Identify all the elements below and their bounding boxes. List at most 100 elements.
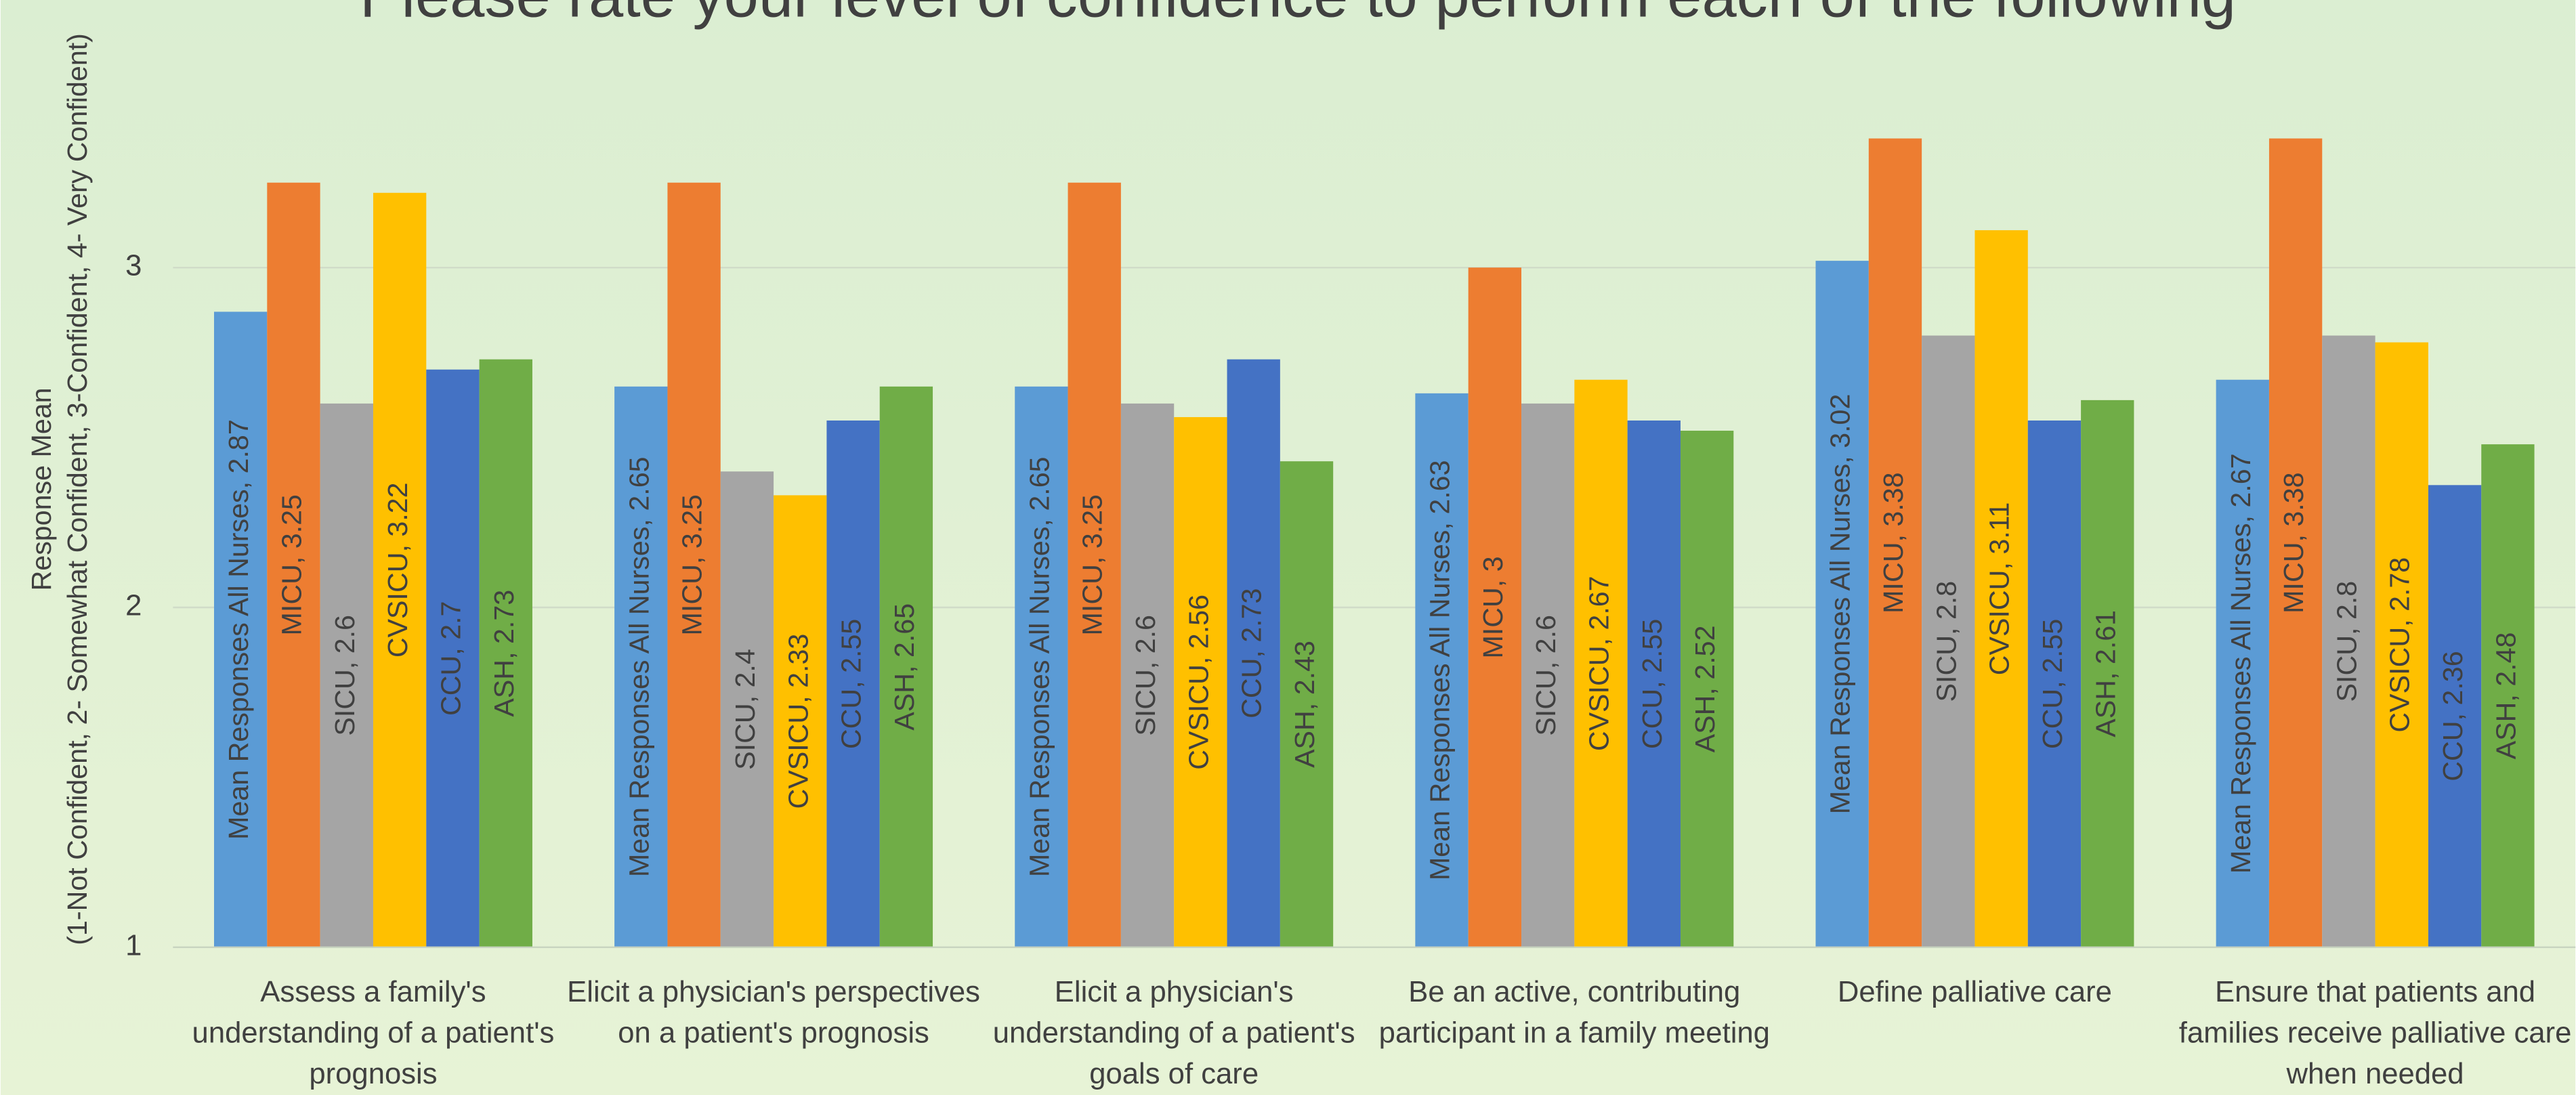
data-label-name: Mean Responses All Nurses bbox=[1424, 530, 1455, 881]
data-label-separator: , bbox=[488, 644, 520, 660]
data-label-separator: , bbox=[2490, 687, 2521, 702]
data-label-name: CVSICU bbox=[1984, 570, 2015, 676]
bar bbox=[1868, 138, 1922, 947]
data-label-name: ASH bbox=[488, 660, 520, 717]
data-label: ASH, 2.52 bbox=[1689, 626, 1720, 753]
data-label-name: MICU bbox=[676, 564, 707, 635]
x-tick-label: Be an active, contributing participant i… bbox=[1378, 975, 1770, 1050]
data-label-value: 3.38 bbox=[2278, 472, 2309, 526]
data-label-separator: , bbox=[2437, 706, 2468, 721]
bar bbox=[826, 420, 880, 947]
data-label-name: SICU bbox=[1930, 635, 1962, 702]
data-label-value: 2.55 bbox=[2037, 619, 2068, 673]
data-label-value: 2.6 bbox=[329, 615, 360, 653]
data-label: CCU, 2.55 bbox=[2037, 619, 2068, 749]
data-label: CVSICU, 2.56 bbox=[1183, 595, 1214, 770]
bar bbox=[720, 471, 774, 947]
data-label: CVSICU, 2.78 bbox=[2384, 557, 2415, 733]
data-label-value: 2.43 bbox=[1289, 641, 1320, 695]
data-label-value: 2.52 bbox=[1689, 626, 1720, 680]
x-tick-label: Define palliative care bbox=[1837, 975, 2112, 1008]
bar bbox=[1574, 379, 1628, 947]
bar bbox=[667, 182, 721, 947]
data-label-separator: , bbox=[2225, 508, 2256, 523]
data-label-separator: , bbox=[382, 537, 413, 553]
data-label-name: CVSICU bbox=[782, 704, 814, 809]
data-label-separator: , bbox=[435, 640, 466, 656]
data-label-value: 2.6 bbox=[1130, 615, 1161, 653]
data-label-value: 3.25 bbox=[276, 494, 307, 549]
data-label: SICU, 2.6 bbox=[329, 615, 360, 736]
data-label: CCU, 2.7 bbox=[435, 601, 466, 716]
data-label-separator: , bbox=[223, 473, 254, 489]
chart-title: Please rate your level of confidence to … bbox=[360, 0, 2236, 30]
y-tick-label: 2 bbox=[125, 590, 142, 622]
bar bbox=[1815, 261, 1869, 947]
bar bbox=[1015, 386, 1068, 947]
data-label-separator: , bbox=[1477, 572, 1508, 587]
bar bbox=[1068, 182, 1121, 947]
x-tick-label: Elicit a physician's perspectives on a p… bbox=[567, 975, 980, 1050]
data-label-name: SICU bbox=[1130, 669, 1161, 735]
data-label-name: ASH bbox=[2490, 702, 2521, 760]
data-label-name: CVSICU bbox=[1183, 664, 1214, 770]
data-label-separator: , bbox=[1878, 527, 1909, 542]
bar bbox=[1627, 420, 1681, 947]
bar bbox=[320, 403, 373, 947]
data-label-value: 3 bbox=[1477, 556, 1508, 572]
data-label-value: 2.65 bbox=[889, 603, 920, 658]
bar bbox=[879, 386, 933, 947]
data-label-value: 2.8 bbox=[1930, 581, 1962, 620]
data-label-separator: , bbox=[623, 511, 654, 527]
data-label-name: Mean Responses All Nurses bbox=[2225, 523, 2256, 874]
data-label-separator: , bbox=[2384, 611, 2415, 627]
bar bbox=[2375, 342, 2428, 947]
data-label-separator: , bbox=[1236, 643, 1267, 658]
data-label-separator: , bbox=[2037, 673, 2068, 689]
data-label-separator: , bbox=[782, 688, 814, 704]
data-label: MICU, 3.25 bbox=[1077, 494, 1108, 635]
data-label-value: 3.22 bbox=[382, 482, 413, 536]
data-label-separator: , bbox=[676, 549, 707, 564]
data-label-separator: , bbox=[1825, 448, 1856, 464]
data-label-separator: , bbox=[1130, 653, 1161, 669]
data-label-value: 2.63 bbox=[1424, 460, 1455, 514]
bar bbox=[2481, 444, 2535, 947]
data-label-value: 3.38 bbox=[1878, 472, 1909, 526]
bar bbox=[1922, 335, 1975, 947]
data-label-name: MICU bbox=[2278, 542, 2309, 614]
data-label-name: SICU bbox=[730, 703, 761, 769]
data-label-separator: , bbox=[1289, 695, 1320, 710]
data-label-name: Mean Responses All Nurses bbox=[623, 527, 654, 878]
data-label-separator: , bbox=[835, 673, 866, 689]
y-axis-label: (1-Not Confident, 2- Somewhat Confident,… bbox=[62, 33, 93, 945]
data-label-separator: , bbox=[1689, 680, 1720, 695]
data-label-separator: , bbox=[1023, 511, 1055, 527]
data-label-separator: , bbox=[2331, 620, 2362, 635]
data-label-name: Mean Responses All Nurses bbox=[1023, 527, 1055, 878]
data-label-name: SICU bbox=[2331, 635, 2362, 702]
y-axis-label: Response Mean bbox=[26, 387, 57, 591]
data-label-value: 2.48 bbox=[2490, 632, 2521, 687]
x-tick-label-box: Assess a family's understanding of a pat… bbox=[192, 975, 555, 1090]
bar bbox=[2428, 485, 2482, 947]
data-label-value: 3.25 bbox=[676, 494, 707, 549]
bar bbox=[426, 369, 480, 947]
data-label: Mean Responses All Nurses, 3.02 bbox=[1825, 394, 1856, 815]
data-label-separator: , bbox=[1077, 549, 1108, 564]
data-label-separator: , bbox=[1424, 515, 1455, 530]
data-label-separator: , bbox=[1530, 653, 1561, 669]
data-label-name: CCU bbox=[1637, 689, 1668, 749]
data-label-value: 2.65 bbox=[1023, 456, 1055, 511]
data-label-value: 2.55 bbox=[835, 619, 866, 673]
data-label-value: 2.33 bbox=[782, 634, 814, 688]
data-label: MICU, 3.25 bbox=[276, 494, 307, 635]
data-label: Mean Responses All Nurses, 2.65 bbox=[623, 456, 654, 877]
data-label: ASH, 2.65 bbox=[889, 603, 920, 731]
data-label: ASH, 2.48 bbox=[2490, 632, 2521, 760]
data-label: Mean Responses All Nurses, 2.67 bbox=[2225, 453, 2256, 874]
data-label-value: 2.65 bbox=[623, 456, 654, 511]
data-label: SICU, 2.8 bbox=[2331, 581, 2362, 702]
data-label-value: 2.36 bbox=[2437, 651, 2468, 705]
